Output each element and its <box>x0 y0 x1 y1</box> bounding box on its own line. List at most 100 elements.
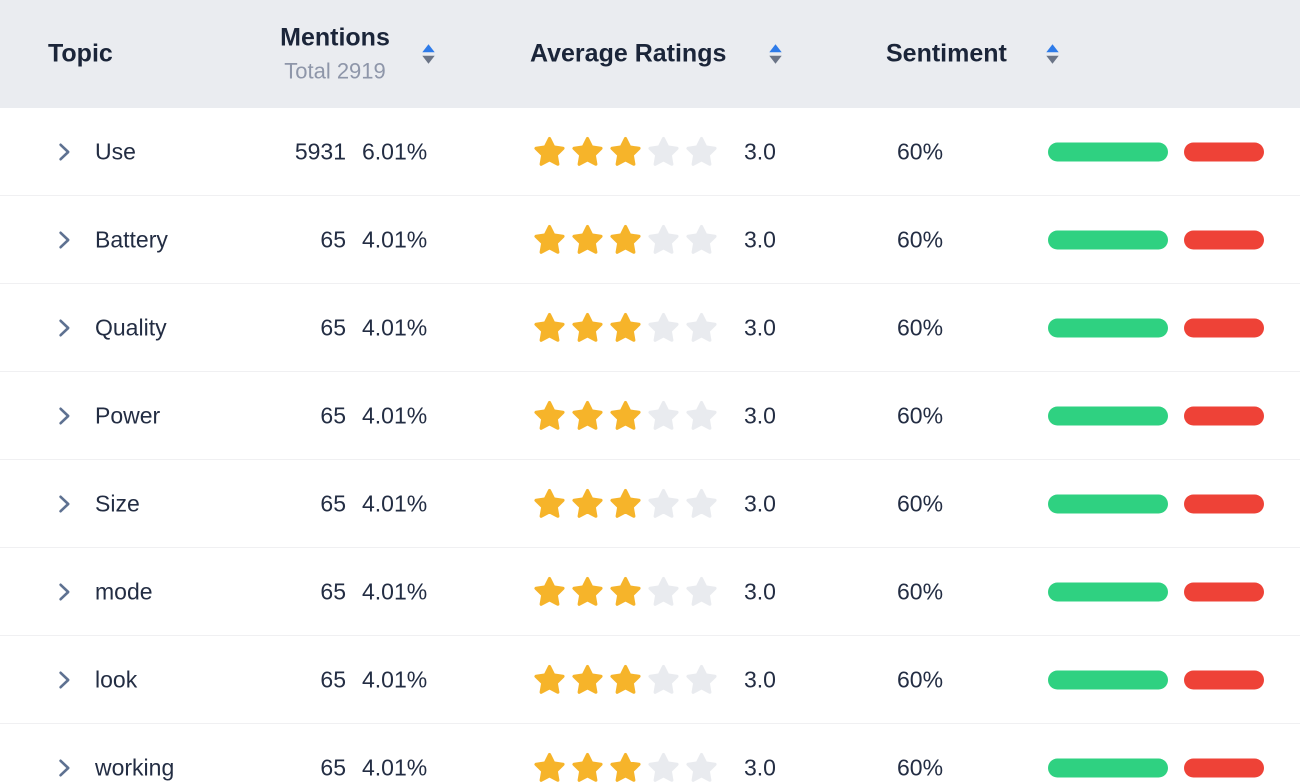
rating-value: 3.0 <box>744 314 776 340</box>
mentions-count: 65 <box>320 666 346 692</box>
star-icon <box>684 134 719 169</box>
star-icon <box>532 662 567 697</box>
table-header: Topic Mentions Total 2919 Average Rating… <box>0 0 1300 108</box>
star-icon <box>532 222 567 257</box>
positive-sentiment-bar <box>1048 230 1168 249</box>
star-rating <box>532 398 719 433</box>
mentions-percent: 6.01% <box>362 138 428 164</box>
star-icon <box>532 134 567 169</box>
negative-sentiment-bar <box>1184 318 1264 337</box>
star-icon <box>684 486 719 521</box>
mentions-percent: 4.01% <box>362 666 428 692</box>
column-header-sentiment[interactable]: Sentiment <box>886 39 1007 68</box>
star-rating <box>532 574 719 609</box>
expand-row-button[interactable] <box>52 404 76 428</box>
star-icon <box>570 310 605 345</box>
positive-sentiment-bar <box>1048 758 1168 777</box>
mentions-count: 65 <box>320 490 346 516</box>
table-row: Battery 65 4.01% 3.0 60% <box>0 196 1300 284</box>
positive-sentiment-bar <box>1048 582 1168 601</box>
expand-row-button[interactable] <box>52 756 76 780</box>
star-icon <box>608 750 643 784</box>
topic-label: Battery <box>95 226 168 252</box>
sentiment-bars <box>1048 318 1264 337</box>
star-icon <box>684 310 719 345</box>
sentiment-percent: 60% <box>897 402 944 428</box>
sort-icon[interactable] <box>768 44 783 65</box>
star-icon <box>684 222 719 257</box>
mentions-count: 65 <box>320 754 346 780</box>
negative-sentiment-bar <box>1184 406 1264 425</box>
topic-label: Quality <box>95 314 167 340</box>
table-row: look 65 4.01% 3.0 60% <box>0 636 1300 724</box>
expand-row-button[interactable] <box>52 140 76 164</box>
positive-sentiment-bar <box>1048 142 1168 161</box>
star-icon <box>570 662 605 697</box>
star-icon <box>646 134 681 169</box>
mentions-header-label: Mentions <box>280 23 390 52</box>
negative-sentiment-bar <box>1184 494 1264 513</box>
sort-icon[interactable] <box>1045 44 1060 65</box>
star-icon <box>684 398 719 433</box>
star-icon <box>570 574 605 609</box>
topic-label: look <box>95 666 138 692</box>
mentions-percent: 4.01% <box>362 226 428 252</box>
rating-value: 3.0 <box>744 138 776 164</box>
star-icon <box>570 134 605 169</box>
negative-sentiment-bar <box>1184 582 1264 601</box>
star-icon <box>684 662 719 697</box>
negative-sentiment-bar <box>1184 230 1264 249</box>
star-icon <box>608 574 643 609</box>
expand-row-button[interactable] <box>52 316 76 340</box>
star-icon <box>684 750 719 784</box>
mentions-count: 5931 <box>294 138 346 164</box>
sentiment-bars <box>1048 142 1264 161</box>
negative-sentiment-bar <box>1184 670 1264 689</box>
star-icon <box>532 574 567 609</box>
expand-row-button[interactable] <box>52 668 76 692</box>
column-header-ratings[interactable]: Average Ratings <box>530 39 727 68</box>
positive-sentiment-bar <box>1048 318 1168 337</box>
mentions-percent: 4.01% <box>362 754 428 780</box>
star-rating <box>532 310 719 345</box>
star-icon <box>532 310 567 345</box>
star-icon <box>608 662 643 697</box>
star-rating <box>532 486 719 521</box>
star-icon <box>646 662 681 697</box>
sentiment-bars <box>1048 494 1264 513</box>
column-header-topic: Topic <box>48 39 113 68</box>
rating-value: 3.0 <box>744 578 776 604</box>
sort-icon[interactable] <box>421 44 436 65</box>
sentiment-percent: 60% <box>897 138 944 164</box>
table-row: Quality 65 4.01% 3.0 60% <box>0 284 1300 372</box>
sentiment-percent: 60% <box>897 490 944 516</box>
positive-sentiment-bar <box>1048 670 1168 689</box>
column-header-mentions[interactable]: Mentions Total 2919 <box>250 24 420 85</box>
star-icon <box>608 134 643 169</box>
mentions-count: 65 <box>320 226 346 252</box>
star-icon <box>570 750 605 784</box>
sentiment-bars <box>1048 670 1264 689</box>
sentiment-bars <box>1048 758 1264 777</box>
sentiment-percent: 60% <box>897 314 944 340</box>
star-icon <box>608 310 643 345</box>
star-icon <box>532 750 567 784</box>
star-icon <box>570 222 605 257</box>
table-row: mode 65 4.01% 3.0 60% <box>0 548 1300 636</box>
expand-row-button[interactable] <box>52 580 76 604</box>
topic-label: working <box>95 754 175 780</box>
expand-row-button[interactable] <box>52 492 76 516</box>
star-icon <box>646 222 681 257</box>
mentions-percent: 4.01% <box>362 314 428 340</box>
topic-label: Size <box>95 490 140 516</box>
positive-sentiment-bar <box>1048 406 1168 425</box>
star-icon <box>646 486 681 521</box>
mentions-percent: 4.01% <box>362 490 428 516</box>
table-row: Power 65 4.01% 3.0 60% <box>0 372 1300 460</box>
star-rating <box>532 134 719 169</box>
sentiment-bars <box>1048 230 1264 249</box>
star-icon <box>646 398 681 433</box>
mentions-percent: 4.01% <box>362 402 428 428</box>
expand-row-button[interactable] <box>52 228 76 252</box>
